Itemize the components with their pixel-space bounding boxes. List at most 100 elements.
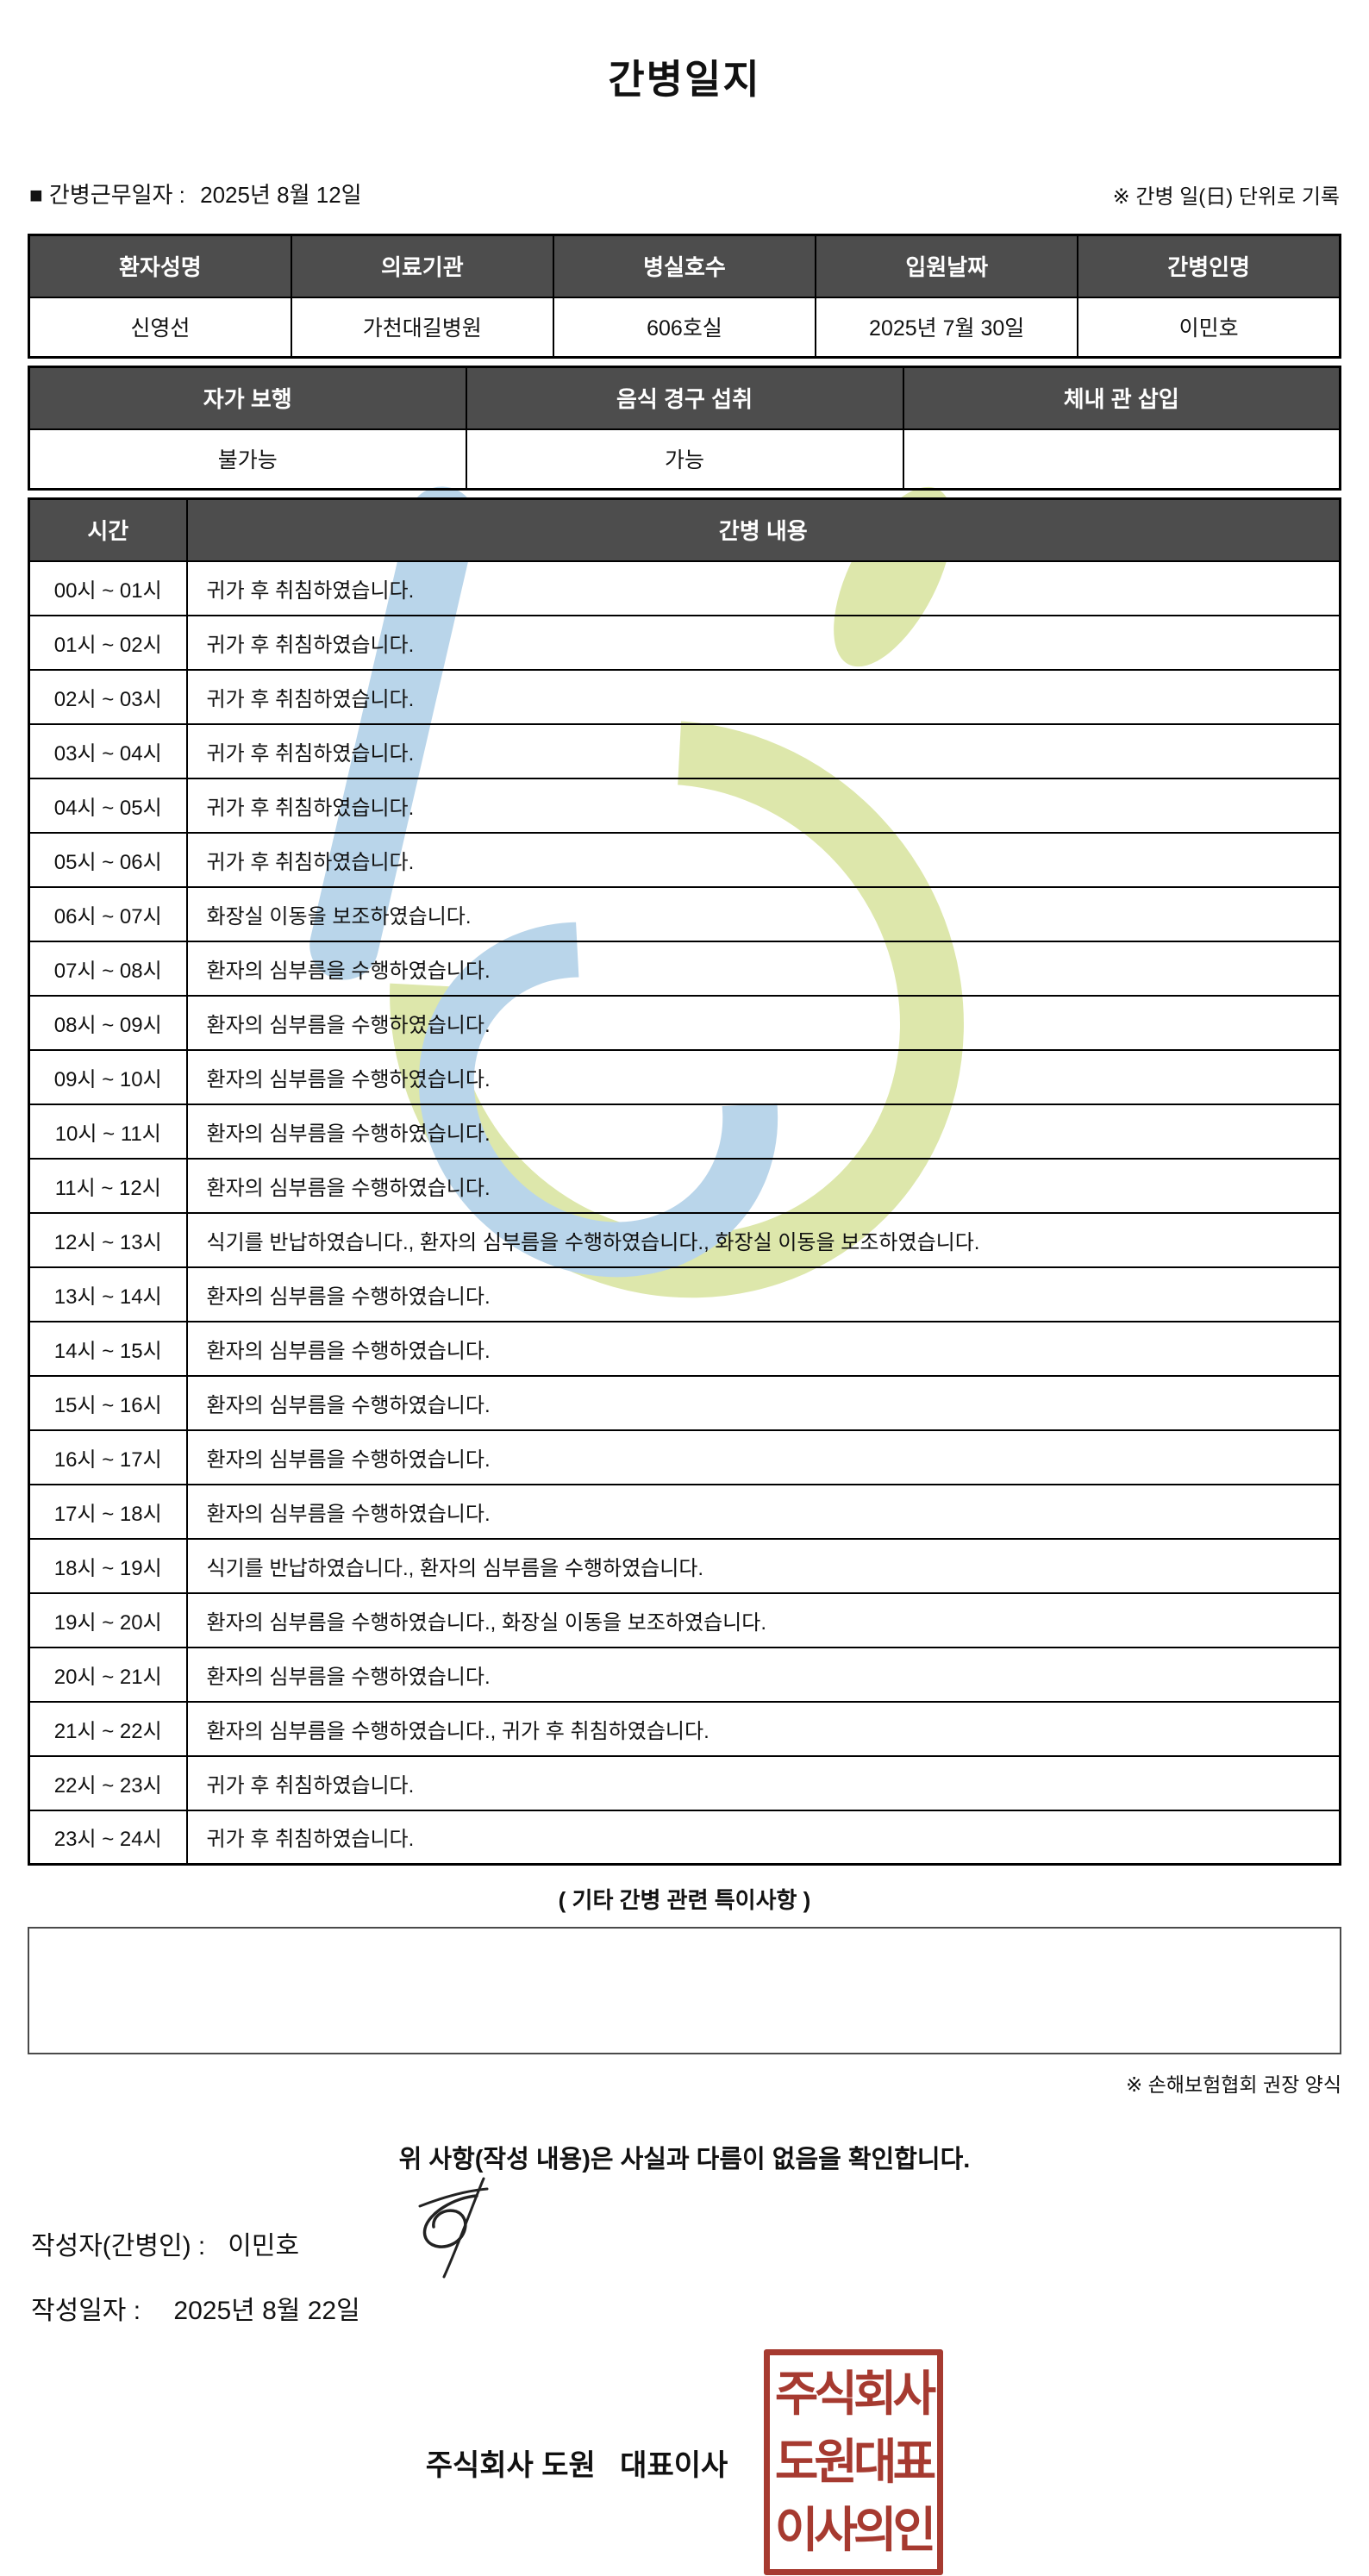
- care-log-row: 02시 ~ 03시 귀가 후 취침하였습니다.: [28, 668, 1341, 725]
- value-admission-date: 2025년 7월 30일: [815, 296, 1079, 359]
- log-time-cell: 23시 ~ 24시: [28, 1809, 188, 1866]
- log-time-cell: 22시 ~ 23시: [28, 1754, 188, 1811]
- care-log-row: 08시 ~ 09시 환자의 심부름을 수행하였습니다.: [28, 994, 1341, 1051]
- log-time-cell: 06시 ~ 07시: [28, 885, 188, 942]
- care-log-row: 03시 ~ 04시 귀가 후 취침하였습니다.: [28, 722, 1341, 779]
- header-time: 시간: [28, 497, 188, 562]
- care-log-row: 06시 ~ 07시 화장실 이동을 보조하였습니다.: [28, 885, 1341, 942]
- header-care-content: 간병 내용: [185, 497, 1341, 562]
- value-oral-intake: 가능: [465, 428, 904, 491]
- patient-status-table: 자가 보행 음식 경구 섭취 체내 관 삽입 불가능 가능: [28, 366, 1341, 491]
- company-seal-stamp: 주식회사 도원대표 이사의인: [764, 2349, 944, 2575]
- care-log-row: 19시 ~ 20시 환자의 심부름을 수행하였습니다., 화장실 이동을 보조하…: [28, 1591, 1341, 1648]
- writer-signature: [418, 2177, 489, 2279]
- header-caregiver-name: 간병인명: [1077, 234, 1341, 298]
- log-content-cell: 환자의 심부름을 수행하였습니다.: [185, 1266, 1341, 1322]
- log-time-cell: 04시 ~ 05시: [28, 777, 188, 834]
- log-content-cell: 환자의 심부름을 수행하였습니다., 귀가 후 취침하였습니다.: [185, 1700, 1341, 1757]
- log-time-cell: 11시 ~ 12시: [28, 1157, 188, 1214]
- care-log-row: 13시 ~ 14시 환자의 심부름을 수행하였습니다.: [28, 1266, 1341, 1322]
- page-title: 간병일지: [608, 57, 761, 102]
- special-notes-box: [28, 1927, 1341, 2054]
- log-time-cell: 09시 ~ 10시: [28, 1048, 188, 1105]
- log-content-cell: 식기를 반납하였습니다., 환자의 심부름을 수행하였습니다.: [185, 1537, 1341, 1594]
- patient-info-table: 환자성명 의료기관 병실호수 입원날짜 간병인명 신영선 가천대길병원 606호…: [28, 234, 1341, 359]
- company-row: 주식회사 도원 대표이사 주식회사 도원대표 이사의인: [28, 2349, 1341, 2575]
- care-log-table: 시간 간병 내용 00시 ~ 01시 귀가 후 취침하였습니다. 01시 ~ 0…: [28, 497, 1341, 1866]
- special-notes-heading: ( 기타 간병 관련 특이사항 ): [558, 1887, 811, 1913]
- header-oral-intake: 음식 경구 섭취: [465, 366, 904, 430]
- log-time-cell: 10시 ~ 11시: [28, 1103, 188, 1160]
- header-tube-insertion: 체내 관 삽입: [902, 366, 1341, 430]
- log-time-cell: 02시 ~ 03시: [28, 668, 188, 725]
- log-content-cell: 환자의 심부름을 수행하였습니다.: [185, 1320, 1341, 1377]
- log-time-cell: 15시 ~ 16시: [28, 1374, 188, 1431]
- care-log-row: 22시 ~ 23시 귀가 후 취침하였습니다.: [28, 1754, 1341, 1811]
- stamp-line: 도원대표: [775, 2434, 936, 2489]
- log-time-cell: 07시 ~ 08시: [28, 940, 188, 997]
- log-time-cell: 17시 ~ 18시: [28, 1483, 188, 1540]
- log-time-cell: 12시 ~ 13시: [28, 1211, 188, 1268]
- record-unit-note: ※ 간병 일(日) 단위로 기록: [1112, 185, 1340, 209]
- header-room-number: 병실호수: [552, 234, 817, 298]
- log-content-cell: 환자의 심부름을 수행하였습니다.: [185, 1048, 1341, 1105]
- value-caregiver-name: 이민호: [1077, 296, 1341, 359]
- log-content-cell: 귀가 후 취침하였습니다.: [185, 1754, 1341, 1811]
- care-log-row: 00시 ~ 01시 귀가 후 취침하였습니다.: [28, 560, 1341, 616]
- header-medical-institution: 의료기관: [290, 234, 554, 298]
- log-time-cell: 13시 ~ 14시: [28, 1266, 188, 1322]
- log-content-cell: 귀가 후 취침하였습니다.: [185, 722, 1341, 779]
- meta-row: ■ 간병근무일자 : 2025년 8월 12일 ※ 간병 일(日) 단위로 기록: [28, 178, 1341, 209]
- care-log-row: 17시 ~ 18시 환자의 심부름을 수행하였습니다.: [28, 1483, 1341, 1540]
- log-time-cell: 03시 ~ 04시: [28, 722, 188, 779]
- log-time-cell: 08시 ~ 09시: [28, 994, 188, 1051]
- log-time-cell: 05시 ~ 06시: [28, 831, 188, 888]
- log-time-cell: 18시 ~ 19시: [28, 1537, 188, 1594]
- stamp-line: 주식회사: [775, 2367, 936, 2422]
- value-room-number: 606호실: [552, 296, 817, 359]
- patient-status-value-row: 불가능 가능: [28, 428, 1341, 491]
- writer-row: 작성자(간병인) : 이민호: [28, 2177, 1341, 2279]
- log-time-cell: 21시 ~ 22시: [28, 1700, 188, 1757]
- value-medical-institution: 가천대길병원: [290, 296, 554, 359]
- care-log-header-row: 시간 간병 내용: [28, 497, 1341, 562]
- log-content-cell: 식기를 반납하였습니다., 환자의 심부름을 수행하였습니다., 화장실 이동을…: [185, 1211, 1341, 1268]
- header-patient-name: 환자성명: [28, 234, 292, 298]
- log-content-cell: 귀가 후 취침하였습니다.: [185, 777, 1341, 834]
- care-log-row: 15시 ~ 16시 환자의 심부름을 수행하였습니다.: [28, 1374, 1341, 1431]
- patient-info-header-row: 환자성명 의료기관 병실호수 입원날짜 간병인명: [28, 234, 1341, 298]
- writer-label: 작성자(간병인) :: [31, 2232, 206, 2260]
- care-log-row: 09시 ~ 10시 환자의 심부름을 수행하였습니다.: [28, 1048, 1341, 1105]
- log-time-cell: 01시 ~ 02시: [28, 614, 188, 671]
- log-content-cell: 귀가 후 취침하였습니다.: [185, 1809, 1341, 1866]
- header-admission-date: 입원날짜: [815, 234, 1079, 298]
- care-log-row: 01시 ~ 02시 귀가 후 취침하였습니다.: [28, 614, 1341, 671]
- log-content-cell: 환자의 심부름을 수행하였습니다.: [185, 1103, 1341, 1160]
- written-date-label: 작성일자 :: [31, 2297, 141, 2325]
- care-work-date: ■ 간병근무일자 : 2025년 8월 12일: [29, 178, 371, 209]
- log-time-cell: 16시 ~ 17시: [28, 1429, 188, 1485]
- log-time-cell: 00시 ~ 01시: [28, 560, 188, 616]
- value-patient-name: 신영선: [28, 296, 292, 359]
- care-log-row: 16시 ~ 17시 환자의 심부름을 수행하였습니다.: [28, 1429, 1341, 1485]
- stamp-line: 이사의인: [775, 2502, 936, 2557]
- confirmation-statement: 위 사항(작성 내용)은 사실과 다름이 없음을 확인합니다.: [398, 2146, 971, 2173]
- log-content-cell: 환자의 심부름을 수행하였습니다., 화장실 이동을 보조하였습니다.: [185, 1591, 1341, 1648]
- log-time-cell: 19시 ~ 20시: [28, 1591, 188, 1648]
- value-self-walking: 불가능: [28, 428, 467, 491]
- log-time-cell: 20시 ~ 21시: [28, 1646, 188, 1703]
- care-log-row: 07시 ~ 08시 환자의 심부름을 수행하였습니다.: [28, 940, 1341, 997]
- written-date-row: 작성일자 : 2025년 8월 22일: [28, 2289, 1341, 2327]
- log-content-cell: 환자의 심부름을 수행하였습니다.: [185, 1374, 1341, 1431]
- log-content-cell: 화장실 이동을 보조하였습니다.: [185, 885, 1341, 942]
- care-log-table-body: 00시 ~ 01시 귀가 후 취침하였습니다. 01시 ~ 02시 귀가 후 취…: [28, 560, 1341, 1866]
- care-log-row: 21시 ~ 22시 환자의 심부름을 수행하였습니다., 귀가 후 취침하였습니…: [28, 1700, 1341, 1757]
- log-time-cell: 14시 ~ 15시: [28, 1320, 188, 1377]
- care-log-row: 11시 ~ 12시 환자의 심부름을 수행하였습니다.: [28, 1157, 1341, 1214]
- log-content-cell: 귀가 후 취침하였습니다.: [185, 560, 1341, 616]
- patient-status-header-row: 자가 보행 음식 경구 섭취 체내 관 삽입: [28, 366, 1341, 430]
- log-content-cell: 환자의 심부름을 수행하였습니다.: [185, 1429, 1341, 1485]
- log-content-cell: 환자의 심부름을 수행하였습니다.: [185, 1646, 1341, 1703]
